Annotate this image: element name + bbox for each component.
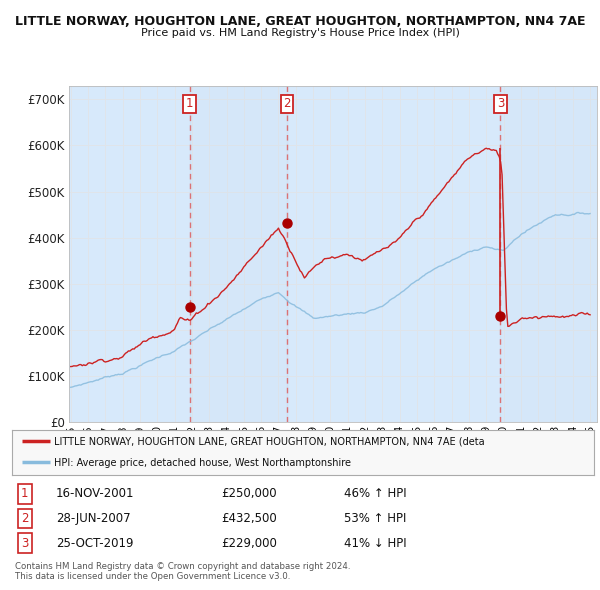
Text: HPI: Average price, detached house, West Northamptonshire: HPI: Average price, detached house, West… — [54, 458, 351, 468]
Text: 1: 1 — [186, 97, 194, 110]
Text: 25-OCT-2019: 25-OCT-2019 — [56, 537, 133, 550]
Text: 28-JUN-2007: 28-JUN-2007 — [56, 512, 130, 525]
Text: Contains HM Land Registry data © Crown copyright and database right 2024.: Contains HM Land Registry data © Crown c… — [15, 562, 350, 571]
Bar — [500, 86, 597, 422]
Text: 1: 1 — [21, 487, 29, 500]
Text: LITTLE NORWAY, HOUGHTON LANE, GREAT HOUGHTON, NORTHAMPTON, NN4 7AE: LITTLE NORWAY, HOUGHTON LANE, GREAT HOUG… — [15, 15, 585, 28]
Text: 41% ↓ HPI: 41% ↓ HPI — [344, 537, 406, 550]
Text: 3: 3 — [497, 97, 504, 110]
Bar — [287, 86, 500, 422]
Text: 53% ↑ HPI: 53% ↑ HPI — [344, 512, 406, 525]
Text: 46% ↑ HPI: 46% ↑ HPI — [344, 487, 406, 500]
Text: £229,000: £229,000 — [221, 537, 277, 550]
Bar — [69, 86, 190, 422]
Text: 3: 3 — [21, 537, 28, 550]
Text: £432,500: £432,500 — [221, 512, 277, 525]
Text: 2: 2 — [21, 512, 29, 525]
Text: 16-NOV-2001: 16-NOV-2001 — [56, 487, 134, 500]
Text: 2: 2 — [283, 97, 291, 110]
Text: This data is licensed under the Open Government Licence v3.0.: This data is licensed under the Open Gov… — [15, 572, 290, 581]
Bar — [190, 86, 287, 422]
Text: £250,000: £250,000 — [221, 487, 277, 500]
Text: Price paid vs. HM Land Registry's House Price Index (HPI): Price paid vs. HM Land Registry's House … — [140, 28, 460, 38]
Text: LITTLE NORWAY, HOUGHTON LANE, GREAT HOUGHTON, NORTHAMPTON, NN4 7AE (deta: LITTLE NORWAY, HOUGHTON LANE, GREAT HOUG… — [54, 437, 485, 447]
